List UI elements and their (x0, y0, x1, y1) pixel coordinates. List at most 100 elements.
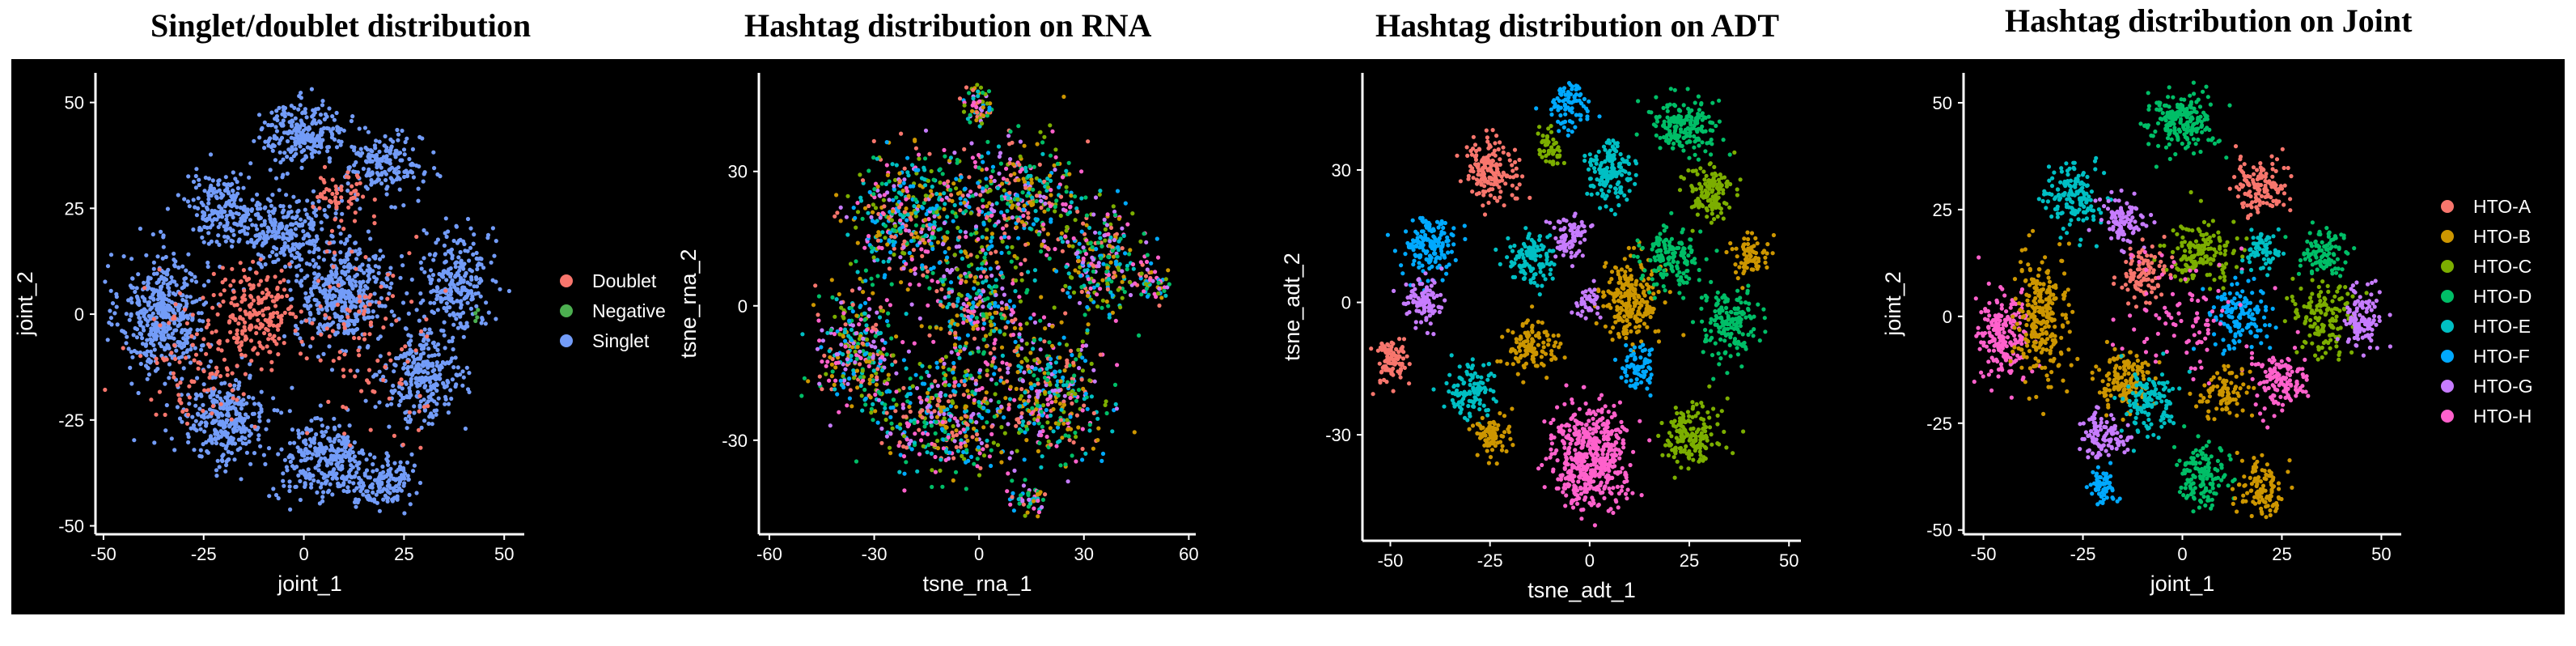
data-point (989, 206, 994, 211)
data-point (1038, 198, 1044, 203)
data-point (154, 356, 159, 361)
data-point (446, 402, 451, 406)
data-point (390, 294, 396, 299)
data-point (304, 261, 309, 266)
data-point (439, 298, 443, 303)
data-point (421, 298, 426, 303)
data-point (410, 147, 415, 151)
data-point (305, 451, 310, 456)
data-point (947, 418, 952, 423)
data-point (279, 410, 284, 415)
data-point (309, 456, 314, 461)
data-point (282, 278, 286, 283)
data-point (430, 422, 434, 427)
data-point (320, 227, 324, 232)
data-point (989, 463, 994, 469)
data-point (186, 252, 191, 257)
data-point (347, 328, 352, 333)
data-point (912, 420, 917, 426)
data-point (306, 306, 311, 311)
data-point (484, 300, 489, 305)
data-point (372, 455, 377, 460)
data-point (475, 263, 481, 268)
data-point (336, 461, 341, 465)
data-point (387, 396, 392, 401)
data-point (342, 260, 347, 265)
data-point (838, 327, 843, 332)
data-point (156, 279, 161, 284)
data-point (231, 232, 236, 237)
data-point (235, 328, 239, 333)
data-point (1057, 185, 1061, 189)
data-point (834, 193, 839, 198)
data-point (909, 239, 914, 244)
data-point (332, 440, 337, 444)
data-point (463, 426, 468, 431)
data-point (346, 489, 351, 494)
data-point (333, 274, 338, 279)
data-point (405, 366, 410, 371)
data-point (894, 389, 899, 394)
data-point (866, 363, 871, 368)
data-point (405, 136, 409, 141)
y-tick-label: 50 (65, 93, 84, 113)
data-point (404, 326, 409, 331)
data-point (887, 238, 892, 243)
data-point (930, 231, 935, 236)
data-point (350, 286, 355, 291)
data-point (331, 264, 336, 269)
data-point (339, 261, 344, 266)
data-point (820, 328, 824, 333)
data-point (201, 319, 205, 324)
data-point (920, 263, 925, 268)
data-point (149, 397, 154, 402)
data-point (145, 338, 150, 342)
data-point (888, 451, 893, 456)
data-point (453, 355, 458, 360)
data-point (316, 355, 320, 359)
data-point (985, 372, 989, 377)
data-point (1067, 210, 1073, 215)
data-point (134, 286, 139, 291)
data-point (964, 235, 968, 240)
data-point (1064, 185, 1069, 189)
data-point (974, 437, 979, 442)
data-point (454, 372, 459, 377)
data-point (294, 242, 299, 247)
data-point (335, 302, 340, 307)
data-point (293, 227, 298, 232)
data-point (847, 376, 852, 381)
data-point (944, 195, 949, 200)
data-point (268, 168, 273, 172)
data-point (1115, 189, 1121, 193)
data-point (419, 329, 424, 334)
data-point (981, 453, 987, 458)
data-point (216, 233, 221, 238)
data-point (333, 312, 337, 317)
data-point (400, 263, 405, 268)
data-point (300, 140, 305, 145)
data-point (951, 219, 955, 223)
data-point (154, 412, 159, 417)
data-point (240, 329, 245, 334)
data-point (278, 250, 283, 255)
data-point (252, 402, 257, 406)
data-point (968, 232, 973, 237)
data-point (1010, 450, 1015, 455)
data-point (220, 413, 225, 418)
data-point (913, 431, 917, 436)
data-point (409, 300, 414, 304)
data-point (850, 345, 855, 350)
data-point (371, 309, 375, 314)
data-point (172, 375, 176, 380)
data-point (444, 234, 449, 240)
data-point (955, 157, 960, 163)
data-point (294, 122, 299, 127)
data-point (294, 465, 299, 470)
data-point (114, 304, 119, 309)
data-point (311, 257, 316, 263)
data-point (381, 497, 386, 502)
data-point (968, 210, 973, 215)
data-point (405, 291, 409, 295)
data-point (371, 214, 376, 219)
